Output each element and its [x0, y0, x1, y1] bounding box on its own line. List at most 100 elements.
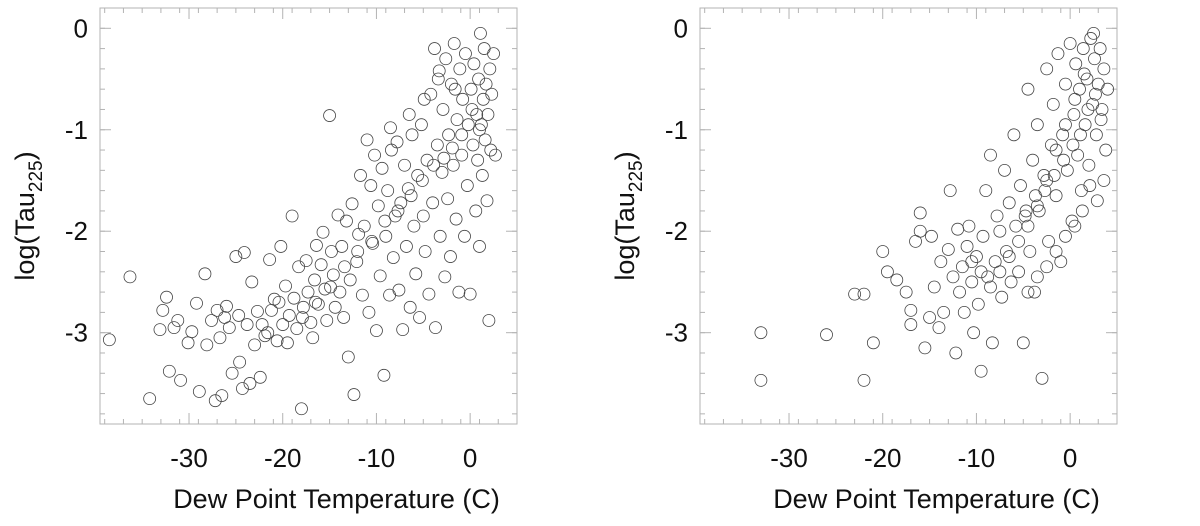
- data-point: [445, 77, 458, 91]
- y-tick-label: 0: [74, 13, 88, 43]
- data-point: [962, 219, 976, 233]
- data-point: [185, 325, 199, 339]
- data-point: [1028, 285, 1041, 299]
- data-point: [857, 373, 871, 387]
- data-point: [365, 234, 379, 248]
- data-point: [456, 92, 470, 106]
- data-point: [438, 270, 452, 284]
- data-point: [208, 394, 222, 408]
- data-point: [971, 297, 985, 311]
- data-point: [350, 255, 364, 269]
- data-point: [970, 250, 983, 263]
- y-tick-label: -2: [65, 216, 88, 246]
- data-point: [1049, 245, 1063, 258]
- data-point: [198, 267, 212, 281]
- data-point: [400, 240, 413, 253]
- data-point: [953, 285, 966, 299]
- data-point: [333, 285, 347, 299]
- data-point: [1059, 229, 1072, 243]
- data-point: [236, 382, 249, 395]
- data-point: [1051, 47, 1065, 61]
- data-point: [326, 268, 340, 282]
- data-point: [309, 295, 322, 309]
- data-point: [925, 229, 938, 243]
- data-point: [357, 219, 371, 233]
- data-point: [446, 158, 460, 172]
- data-point: [946, 270, 960, 284]
- data-point: [881, 265, 894, 279]
- data-point: [1049, 143, 1063, 157]
- left-scatter-panel: -30 -20 -10 0 0 -1 -2 -3 Dew Point Temperature (…: [10, 7, 518, 514]
- y-tick-label: -1: [65, 115, 88, 145]
- data-point: [1068, 92, 1082, 106]
- data-point: [304, 316, 318, 329]
- data-point: [430, 138, 444, 152]
- x-tick-label: -20: [864, 443, 902, 473]
- data-point: [417, 92, 431, 106]
- data-point: [355, 288, 369, 302]
- data-point: [274, 240, 288, 253]
- data-point: [981, 270, 995, 284]
- data-point: [474, 118, 488, 132]
- data-point: [143, 392, 157, 406]
- data-point: [237, 246, 251, 259]
- data-point: [473, 123, 486, 137]
- data-point: [913, 206, 927, 220]
- data-point: [1049, 189, 1063, 203]
- y-axis-title: log(Tau225): [610, 151, 647, 280]
- data-point: [1069, 57, 1083, 71]
- data-point: [455, 148, 469, 162]
- data-point: [270, 334, 284, 348]
- data-point: [467, 57, 481, 71]
- data-point: [455, 128, 469, 142]
- data-point: [368, 148, 381, 162]
- data-point: [379, 229, 393, 243]
- data-point: [1077, 67, 1091, 81]
- data-point: [965, 255, 979, 269]
- data-point: [465, 103, 479, 116]
- data-point: [461, 118, 475, 132]
- data-point: [913, 224, 927, 238]
- data-point: [402, 108, 416, 121]
- right-scatter-panel: -30 -20 -10 0 0 -1 -2 -3 Dew Point Temperature (…: [600, 0, 1200, 526]
- data-point: [1021, 219, 1035, 233]
- data-point: [1029, 189, 1042, 203]
- left-scatter-chart: -30 -20 -10 0 0 -1 -2 -3 Dew Point Temperature (…: [10, 7, 518, 514]
- x-tick-label: -10: [958, 443, 996, 473]
- data-point: [200, 338, 214, 352]
- data-point: [328, 300, 342, 314]
- data-point: [386, 251, 400, 265]
- data-point: [267, 292, 281, 306]
- data-point: [1088, 52, 1101, 66]
- data-point: [967, 326, 981, 340]
- data-point: [934, 255, 948, 269]
- data-point: [123, 270, 137, 284]
- data-point: [362, 305, 376, 319]
- data-point: [282, 309, 296, 322]
- data-point: [1040, 62, 1054, 76]
- data-point: [1090, 194, 1104, 208]
- data-point: [384, 121, 397, 135]
- data-point: [310, 239, 323, 252]
- data-point: [957, 305, 971, 319]
- data-point: [160, 290, 173, 304]
- data-point: [937, 305, 951, 319]
- data-point: [993, 265, 1007, 279]
- data-point: [1087, 26, 1100, 40]
- data-point: [308, 273, 321, 287]
- data-point: [1067, 108, 1081, 121]
- y-tick-label: -2: [665, 216, 688, 246]
- data-point: [918, 341, 932, 355]
- data-point: [1002, 196, 1016, 210]
- data-point: [984, 280, 997, 294]
- data-point: [413, 311, 426, 324]
- data-point: [341, 350, 355, 364]
- data-point: [405, 128, 419, 142]
- data-point: [474, 26, 487, 40]
- data-point: [453, 62, 467, 76]
- data-point: [345, 197, 359, 211]
- data-point: [1083, 179, 1097, 192]
- data-point: [426, 196, 440, 210]
- data-point: [998, 163, 1011, 177]
- data-point: [422, 287, 436, 301]
